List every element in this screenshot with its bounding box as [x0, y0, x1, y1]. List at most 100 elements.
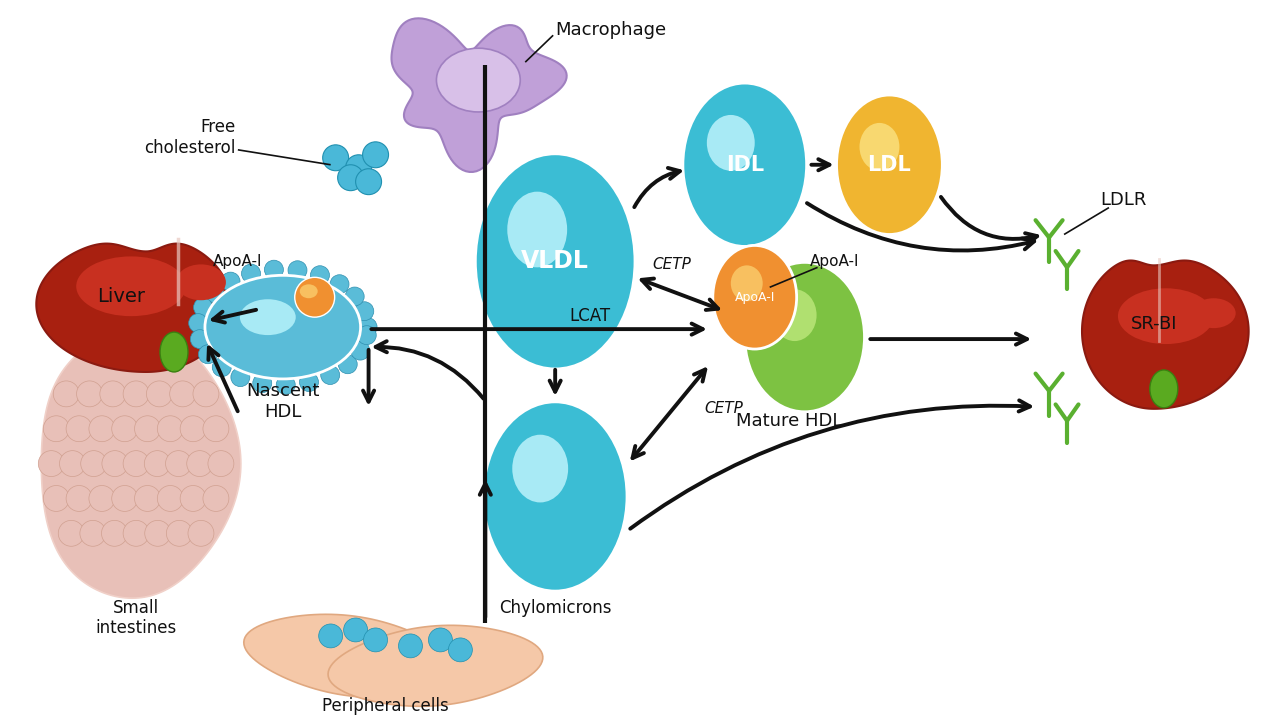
- Circle shape: [354, 302, 373, 321]
- Circle shape: [398, 634, 423, 658]
- Circle shape: [344, 618, 368, 642]
- Circle shape: [134, 416, 161, 441]
- Text: VLDL: VLDL: [521, 249, 589, 273]
- Circle shape: [147, 381, 172, 407]
- Circle shape: [123, 521, 149, 546]
- Ellipse shape: [76, 257, 186, 316]
- Circle shape: [102, 451, 128, 477]
- Circle shape: [202, 416, 229, 441]
- Polygon shape: [42, 329, 240, 598]
- Ellipse shape: [1192, 298, 1236, 328]
- Text: Chylomicrons: Chylomicrons: [498, 599, 611, 617]
- Circle shape: [350, 341, 369, 360]
- Circle shape: [264, 260, 283, 279]
- Circle shape: [89, 416, 115, 441]
- Circle shape: [66, 416, 92, 441]
- Circle shape: [144, 451, 171, 477]
- Text: LDLR: LDLR: [1101, 191, 1147, 209]
- Circle shape: [144, 521, 171, 546]
- Ellipse shape: [507, 192, 567, 267]
- Circle shape: [43, 416, 70, 441]
- Circle shape: [345, 155, 372, 180]
- Circle shape: [295, 278, 335, 317]
- Polygon shape: [391, 18, 567, 172]
- Ellipse shape: [773, 289, 817, 341]
- Text: Peripheral cells: Peripheral cells: [323, 697, 449, 715]
- Circle shape: [357, 326, 376, 344]
- Circle shape: [166, 451, 191, 477]
- Circle shape: [221, 272, 240, 291]
- Circle shape: [207, 451, 234, 477]
- Circle shape: [194, 298, 213, 317]
- Text: ApoA-I: ApoA-I: [810, 254, 859, 269]
- Circle shape: [358, 318, 377, 336]
- Text: SR-BI: SR-BI: [1131, 315, 1178, 333]
- Ellipse shape: [745, 262, 864, 412]
- Circle shape: [363, 142, 388, 168]
- Circle shape: [338, 165, 363, 191]
- Circle shape: [448, 638, 472, 661]
- Text: CETP: CETP: [653, 257, 692, 272]
- Circle shape: [111, 416, 138, 441]
- Ellipse shape: [859, 123, 899, 170]
- Ellipse shape: [512, 435, 568, 503]
- Circle shape: [187, 451, 213, 477]
- Ellipse shape: [712, 245, 797, 349]
- Ellipse shape: [707, 115, 755, 170]
- Circle shape: [81, 451, 106, 477]
- Circle shape: [288, 261, 307, 280]
- Circle shape: [53, 381, 80, 407]
- Circle shape: [276, 375, 295, 394]
- Circle shape: [188, 521, 214, 546]
- Ellipse shape: [436, 48, 520, 112]
- Circle shape: [180, 416, 206, 441]
- Circle shape: [123, 381, 149, 407]
- Text: LDL: LDL: [868, 155, 911, 175]
- Circle shape: [188, 313, 207, 333]
- Circle shape: [80, 521, 106, 546]
- Ellipse shape: [240, 299, 296, 335]
- Circle shape: [338, 354, 357, 374]
- Circle shape: [157, 485, 183, 511]
- Text: Small
intestines: Small intestines: [95, 599, 177, 638]
- Ellipse shape: [1150, 370, 1178, 408]
- Circle shape: [59, 451, 86, 477]
- Circle shape: [101, 521, 128, 546]
- Ellipse shape: [1118, 288, 1213, 344]
- Circle shape: [319, 624, 343, 648]
- Circle shape: [429, 628, 453, 652]
- Circle shape: [323, 145, 349, 170]
- Text: IDL: IDL: [726, 155, 764, 175]
- Ellipse shape: [161, 332, 188, 372]
- Circle shape: [253, 374, 272, 393]
- Ellipse shape: [205, 275, 361, 379]
- Text: Free
cholesterol: Free cholesterol: [144, 119, 235, 157]
- Circle shape: [213, 358, 231, 377]
- Circle shape: [89, 485, 115, 511]
- Ellipse shape: [476, 154, 635, 369]
- Circle shape: [167, 521, 192, 546]
- Text: CETP: CETP: [705, 401, 744, 416]
- Circle shape: [242, 264, 261, 283]
- Polygon shape: [1082, 260, 1249, 409]
- Ellipse shape: [836, 95, 942, 234]
- Ellipse shape: [300, 284, 318, 298]
- Circle shape: [202, 485, 229, 511]
- Circle shape: [310, 266, 329, 285]
- Circle shape: [43, 485, 70, 511]
- Ellipse shape: [731, 265, 763, 301]
- Circle shape: [123, 451, 149, 477]
- Circle shape: [363, 628, 387, 652]
- Circle shape: [170, 381, 196, 407]
- Circle shape: [190, 330, 209, 349]
- Circle shape: [330, 275, 349, 293]
- Polygon shape: [328, 626, 543, 706]
- Text: Macrophage: Macrophage: [555, 22, 667, 40]
- Text: ApoA-I: ApoA-I: [735, 290, 775, 303]
- Circle shape: [66, 485, 92, 511]
- Circle shape: [180, 485, 206, 511]
- Circle shape: [100, 381, 125, 407]
- Circle shape: [355, 169, 382, 195]
- Text: Nascent
HDL: Nascent HDL: [247, 383, 320, 421]
- Circle shape: [157, 416, 183, 441]
